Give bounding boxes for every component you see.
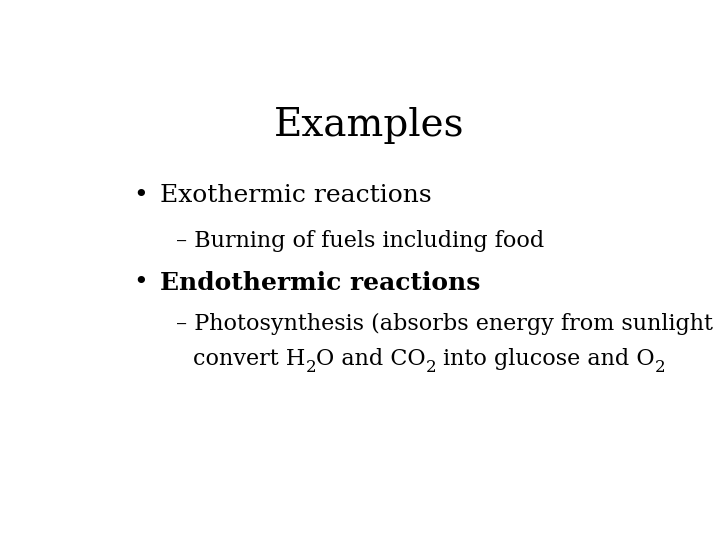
Text: •: •	[133, 271, 148, 294]
Text: 2: 2	[305, 359, 316, 375]
Text: 2: 2	[655, 359, 666, 375]
Text: into glucose and O: into glucose and O	[436, 348, 655, 370]
Text: Exothermic reactions: Exothermic reactions	[160, 184, 431, 207]
Text: •: •	[133, 184, 148, 207]
Text: convert H: convert H	[193, 348, 305, 370]
Text: – Photosynthesis (absorbs energy from sunlight to: – Photosynthesis (absorbs energy from su…	[176, 313, 720, 335]
Text: O and CO: O and CO	[316, 348, 426, 370]
Text: Endothermic reactions: Endothermic reactions	[160, 271, 480, 295]
Text: Examples: Examples	[274, 107, 464, 144]
Text: 2: 2	[426, 359, 436, 375]
Text: – Burning of fuels including food: – Burning of fuels including food	[176, 231, 545, 252]
